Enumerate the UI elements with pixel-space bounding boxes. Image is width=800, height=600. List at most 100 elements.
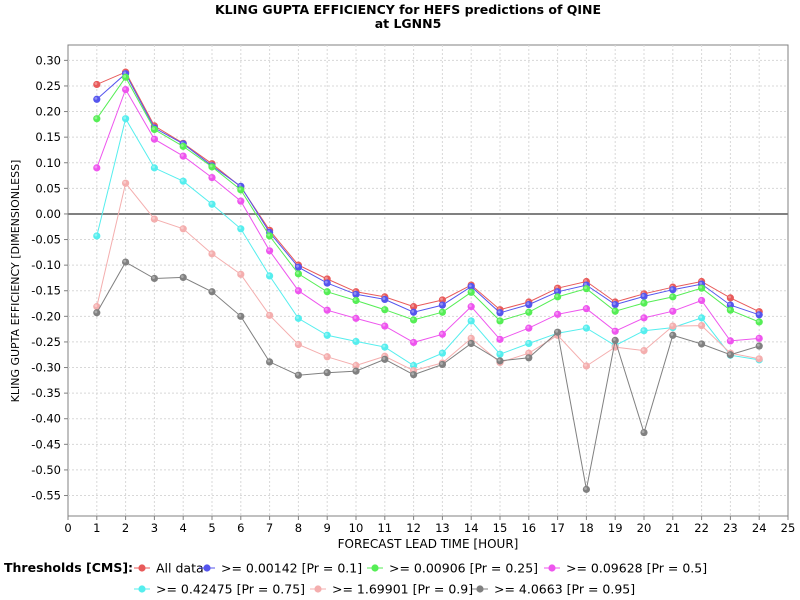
y-tick-label: 0.15 (35, 130, 61, 144)
data-point-highlight (526, 302, 530, 306)
data-point (611, 327, 619, 335)
data-point-highlight (728, 352, 731, 356)
data-point-highlight (555, 289, 559, 293)
data-point-highlight (468, 284, 472, 288)
legend-item: >= 0.00142 [Pr = 0.1] (199, 561, 362, 576)
data-point-highlight (584, 282, 587, 286)
data-point (438, 349, 446, 357)
data-point (352, 314, 360, 322)
data-point-highlight (497, 358, 501, 362)
data-point-highlight (440, 331, 443, 335)
data-point-highlight (324, 307, 328, 311)
legend-item: All data (134, 561, 204, 576)
data-point (237, 270, 245, 278)
data-point (381, 306, 389, 314)
legend-marker (138, 585, 146, 593)
data-point (755, 334, 763, 342)
data-point (237, 186, 245, 194)
data-point (237, 312, 245, 320)
series-layer (93, 68, 763, 493)
x-tick-label: 3 (151, 521, 158, 535)
data-point (381, 322, 389, 330)
data-point-highlight (497, 351, 501, 355)
data-point-highlight (440, 350, 443, 354)
y-axis-label: KLING GUPTA EFFICIENCY [DIMENSIONLESS] (9, 160, 22, 403)
y-tick-label: 0.10 (35, 156, 61, 170)
data-point-highlight (209, 289, 213, 293)
data-point-highlight (267, 273, 271, 277)
series-line (96, 117, 760, 367)
data-point-highlight (382, 344, 386, 348)
x-tick-label: 21 (665, 521, 680, 535)
data-point (179, 152, 187, 160)
axis-layer: 0 1 2 3 4 5 6 7 8 9 10 11 12 13 14 15 16 17 18 19 20 21 22 23 24… (31, 53, 795, 535)
data-point-highlight (555, 294, 559, 298)
data-point-highlight (180, 144, 184, 147)
x-tick-label: 15 (493, 521, 508, 535)
data-point (640, 299, 648, 307)
data-point-highlight (497, 310, 501, 314)
data-point-highlight (382, 357, 386, 360)
data-point-highlight (94, 82, 98, 85)
x-tick-label: 25 (781, 521, 796, 535)
legend-label: >= 4.0663 [Pr = 0.95] (494, 582, 635, 597)
data-point-highlight (94, 233, 98, 237)
data-point-highlight (238, 184, 242, 187)
data-point-highlight (699, 281, 703, 285)
data-point (323, 288, 331, 296)
x-tick-label: 22 (694, 521, 709, 535)
data-point (726, 306, 735, 314)
data-point-highlight (728, 295, 731, 299)
data-point (582, 362, 591, 370)
data-point-highlight (382, 323, 386, 327)
data-point (726, 301, 735, 309)
data-point (410, 308, 418, 316)
data-point (438, 301, 446, 309)
data-point (755, 318, 763, 326)
data-point (93, 164, 101, 172)
data-point (208, 288, 216, 296)
data-point-highlight (411, 368, 415, 372)
data-point-highlight (267, 313, 271, 316)
series-6 (93, 258, 763, 493)
data-point (179, 225, 187, 233)
data-point-highlight (555, 329, 559, 333)
data-point-highlight (440, 302, 443, 306)
data-point-highlight (641, 328, 645, 332)
data-point-highlight (440, 362, 443, 365)
data-point (352, 296, 360, 305)
data-point (294, 270, 302, 278)
x-tick-label: 23 (723, 521, 738, 535)
legend-label: >= 0.00142 [Pr = 0.1] (221, 561, 362, 576)
data-point-highlight (152, 165, 155, 169)
data-point (410, 316, 418, 324)
data-point (611, 300, 619, 309)
x-tick-label: 20 (637, 521, 652, 535)
data-point-highlight (699, 285, 703, 289)
data-point-highlight (209, 164, 213, 168)
data-point (640, 347, 648, 355)
data-point-highlight (353, 298, 357, 301)
data-point-highlight (497, 337, 501, 340)
data-point-highlight (152, 216, 155, 220)
y-tick-label: -0.05 (31, 233, 61, 247)
data-point-highlight (555, 311, 559, 315)
data-point (698, 284, 706, 292)
legend-item: >= 0.42475 [Pr = 0.75] (134, 582, 305, 597)
data-point-highlight (94, 310, 98, 314)
data-point (410, 338, 418, 347)
legend-item: >= 0.00906 [Pr = 0.25] (367, 561, 538, 576)
data-point-highlight (324, 370, 328, 374)
data-point-highlight (152, 276, 155, 279)
data-point (669, 331, 677, 339)
data-point-highlight (152, 127, 155, 130)
y-tick-label: 0.00 (35, 207, 61, 221)
data-point-highlight (670, 287, 674, 291)
data-point (93, 95, 101, 103)
data-point (611, 307, 619, 315)
legend-label: >= 1.69901 [Pr = 0.9] (332, 582, 473, 597)
data-point-highlight (353, 316, 357, 319)
data-point (496, 335, 504, 343)
data-point-highlight (123, 71, 127, 75)
x-tick-label: 4 (180, 521, 187, 535)
